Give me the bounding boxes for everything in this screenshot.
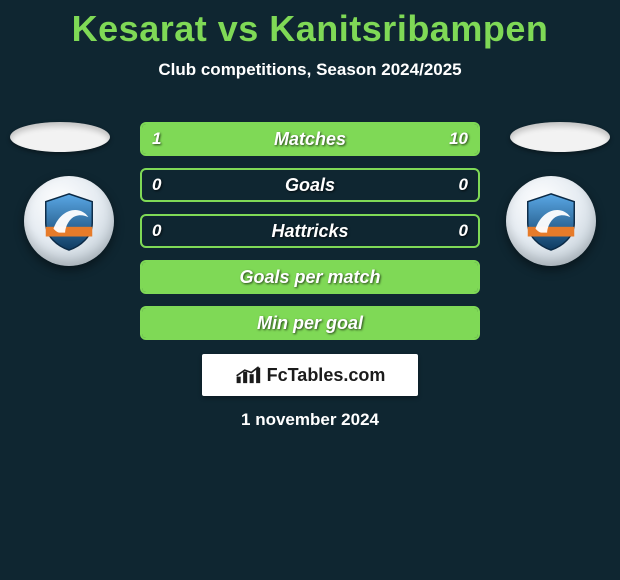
stat-value-right: 0 <box>459 175 468 195</box>
stat-value-left: 1 <box>152 129 161 149</box>
stat-row-goals: 0 Goals 0 <box>140 168 480 202</box>
club-crest-left <box>24 176 114 266</box>
stat-label: Goals <box>285 175 335 196</box>
stat-label: Min per goal <box>257 313 363 334</box>
stat-value-left: 0 <box>152 221 161 241</box>
brand-text: FcTables.com <box>267 365 386 386</box>
stat-label: Hattricks <box>271 221 348 242</box>
club-crest-right <box>506 176 596 266</box>
stat-label: Matches <box>274 129 346 150</box>
chart-icon <box>235 364 261 386</box>
flag-left <box>10 122 110 152</box>
date-text: 1 november 2024 <box>0 410 620 430</box>
stat-row-min-per-goal: Min per goal <box>140 306 480 340</box>
stat-value-right: 0 <box>459 221 468 241</box>
crest-icon <box>38 190 100 252</box>
stat-row-matches: 1 Matches 10 <box>140 122 480 156</box>
brand-badge: FcTables.com <box>202 354 418 396</box>
crest-icon <box>520 190 582 252</box>
stat-value-right: 10 <box>449 129 468 149</box>
stat-row-hattricks: 0 Hattricks 0 <box>140 214 480 248</box>
page-subtitle: Club competitions, Season 2024/2025 <box>0 60 620 80</box>
page-title: Kesarat vs Kanitsribampen <box>0 0 620 50</box>
flag-right <box>510 122 610 152</box>
stat-label: Goals per match <box>239 267 380 288</box>
stat-row-goals-per-match: Goals per match <box>140 260 480 294</box>
stat-value-left: 0 <box>152 175 161 195</box>
stats-container: 1 Matches 10 0 Goals 0 0 Hattricks 0 Goa… <box>140 122 480 352</box>
